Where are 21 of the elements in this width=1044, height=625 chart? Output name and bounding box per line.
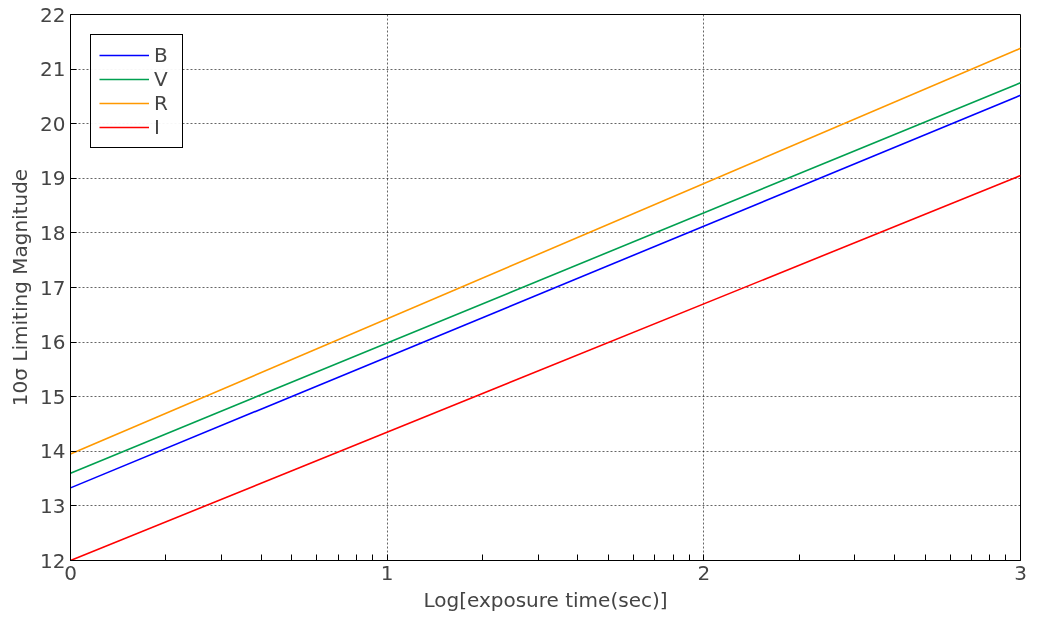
y-tick-label: 12 bbox=[40, 548, 66, 573]
x-axis-title: Log[exposure time(sec)] bbox=[423, 587, 668, 612]
x-tick-label: 3 bbox=[1014, 560, 1027, 585]
y-axis-title: 10σ Limiting Magnitude bbox=[8, 168, 33, 407]
y-tick-label: 16 bbox=[40, 330, 66, 355]
y-tick-label: 18 bbox=[40, 220, 66, 245]
y-tick-label: 15 bbox=[40, 384, 66, 409]
legend-label: I bbox=[154, 115, 161, 139]
y-tick-label: 21 bbox=[40, 57, 66, 82]
legend-label: V bbox=[154, 67, 169, 91]
y-tick-label: 17 bbox=[40, 275, 66, 300]
y-tick-label: 20 bbox=[40, 111, 66, 136]
y-tick-label: 19 bbox=[40, 166, 66, 191]
x-tick-label: 2 bbox=[697, 560, 711, 585]
x-tick-label: 1 bbox=[380, 560, 394, 585]
legend-label: R bbox=[154, 91, 169, 115]
y-tick-label: 14 bbox=[40, 439, 66, 464]
y-tick-label: 22 bbox=[40, 2, 66, 27]
y-tick-label: 13 bbox=[40, 493, 66, 518]
legend-label: B bbox=[154, 43, 169, 67]
x-tick-label: 0 bbox=[64, 560, 77, 585]
